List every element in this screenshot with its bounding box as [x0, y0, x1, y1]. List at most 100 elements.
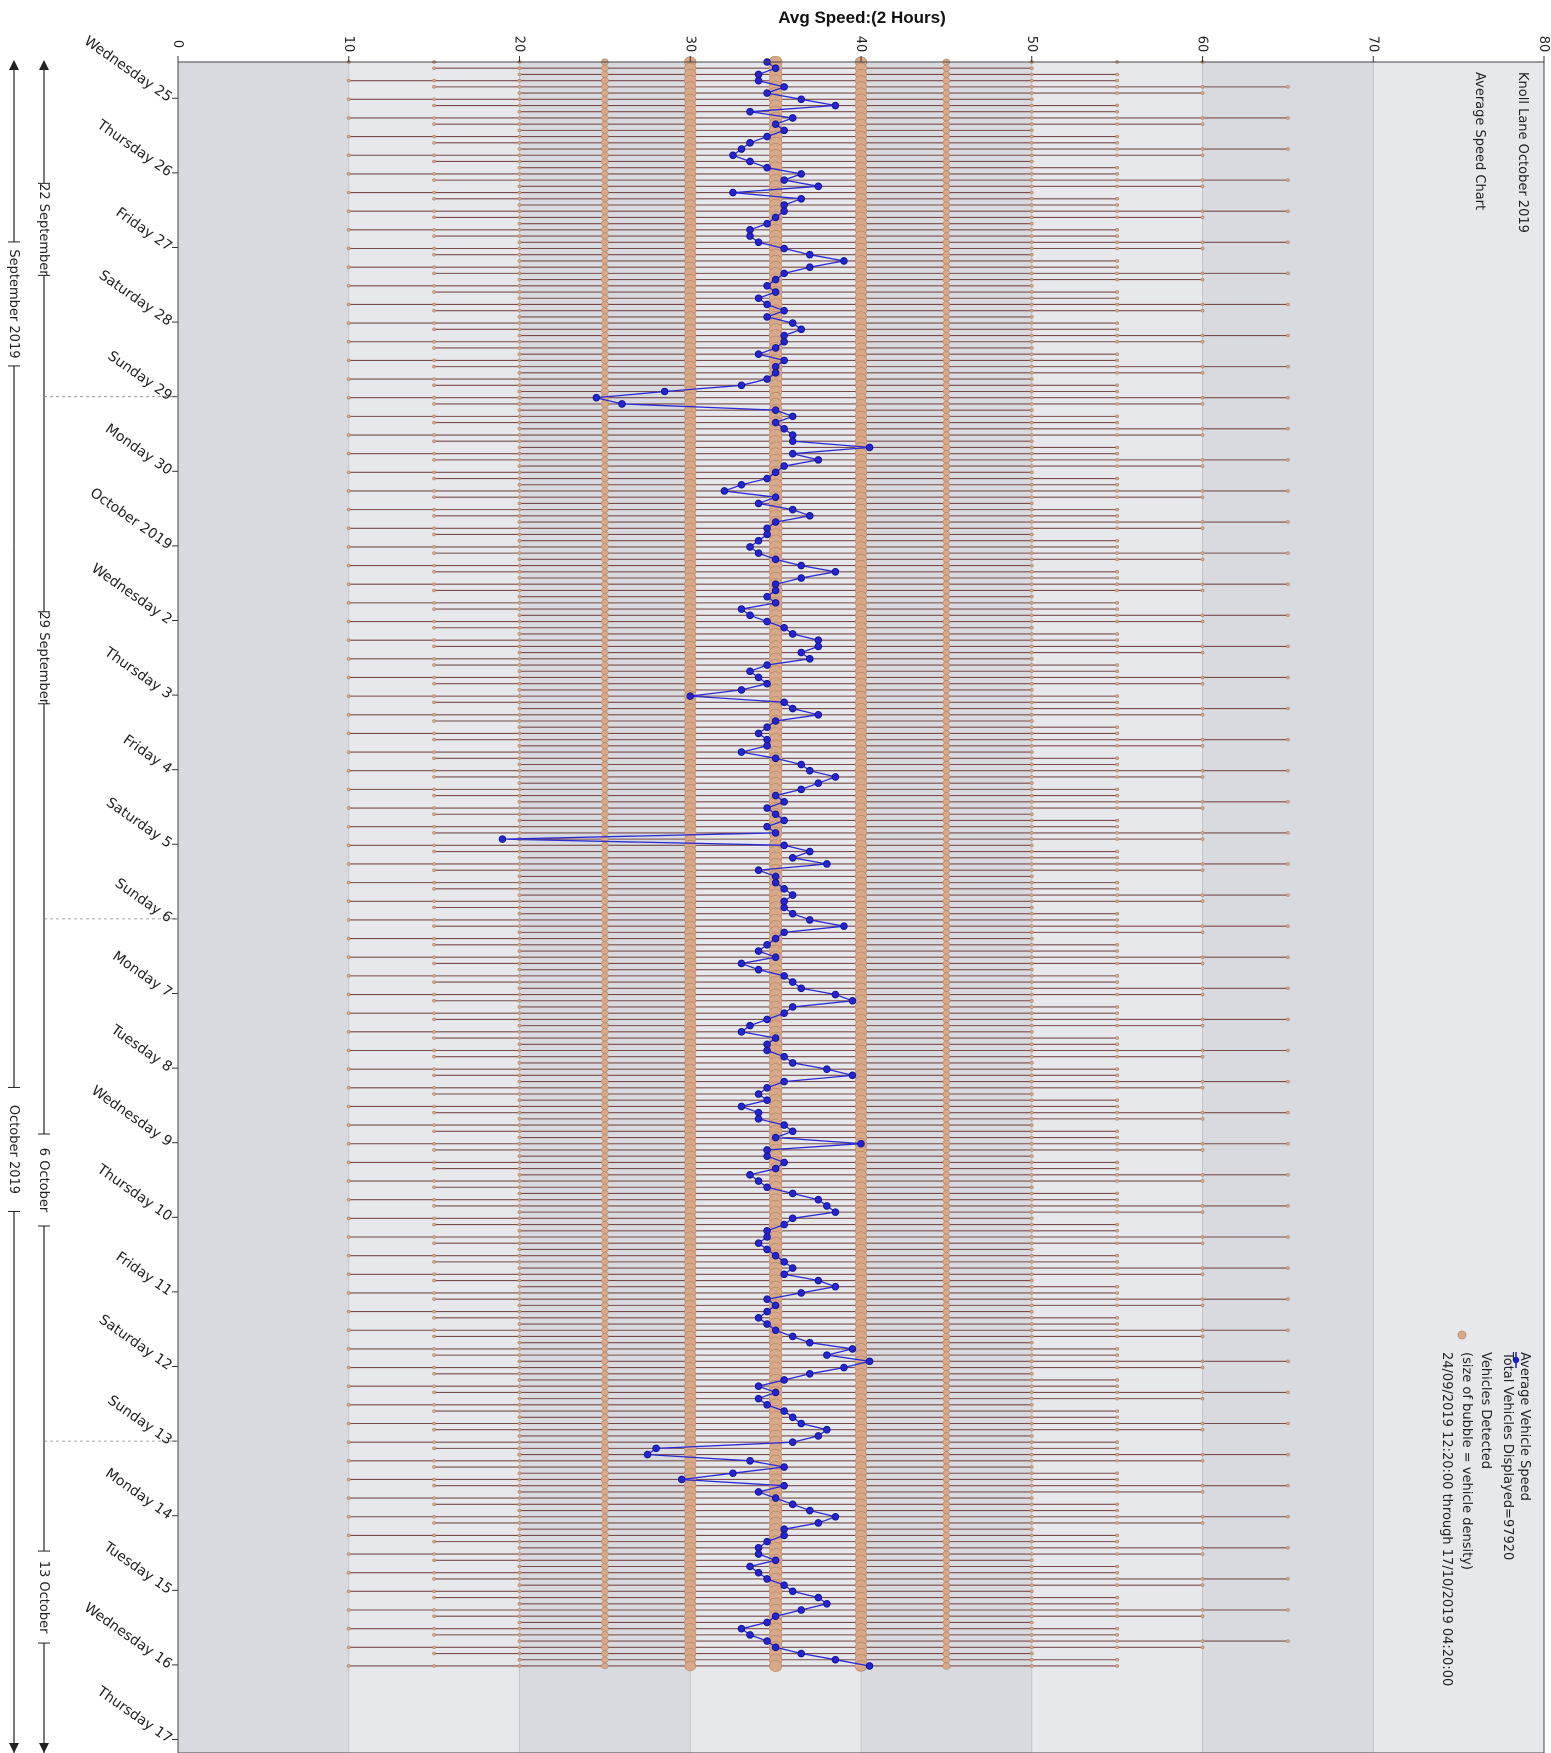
vehicle-bubble	[600, 139, 609, 147]
vehicle-bubble	[942, 1507, 951, 1515]
vehicle-bubble	[601, 1513, 609, 1521]
vehicle-bubble	[517, 520, 522, 524]
vehicle-bubble	[346, 1645, 351, 1650]
vehicle-bubble	[1200, 582, 1205, 586]
plot-band	[1202, 62, 1374, 1753]
vehicle-bubble	[517, 1614, 522, 1618]
vehicle-bubble	[346, 246, 351, 251]
vehicle-bubble	[601, 506, 609, 514]
vehicle-bubble	[517, 1658, 522, 1662]
vehicle-bubble	[942, 1513, 951, 1521]
vehicle-bubble	[1200, 364, 1205, 369]
vehicle-bubble	[942, 251, 951, 259]
vehicle-bubble	[1029, 1372, 1034, 1376]
vehicle-bubble	[601, 325, 609, 333]
vehicle-bubble	[517, 1626, 522, 1631]
vehicle-bubble	[1115, 1235, 1120, 1239]
day-label: Friday 11	[113, 1249, 175, 1299]
vehicle-bubble	[942, 512, 951, 520]
vehicle-bubble	[346, 1086, 351, 1090]
vehicle-bubble	[601, 643, 609, 650]
speed-point	[780, 698, 788, 707]
week-label: 22 September	[36, 183, 51, 276]
vehicle-bubble	[1285, 302, 1290, 307]
vehicle-bubble	[1029, 1390, 1034, 1395]
day-label: Thursday 3	[101, 644, 175, 703]
vehicle-bubble	[517, 246, 522, 251]
vehicle-bubble	[601, 195, 609, 203]
vehicle-bubble	[601, 1420, 609, 1427]
vehicle-bubble	[1029, 1434, 1034, 1438]
vehicle-bubble	[1115, 1173, 1120, 1177]
vehicle-bubble	[600, 226, 609, 234]
vehicle-bubble	[1029, 1340, 1034, 1345]
vehicle-bubble	[942, 238, 951, 246]
vehicle-bubble	[517, 1104, 522, 1109]
vehicle-bubble	[942, 71, 951, 78]
speed-point	[771, 518, 780, 526]
vehicle-bubble	[942, 388, 950, 395]
vehicle-bubble	[601, 897, 609, 905]
vehicle-bubble	[942, 475, 951, 482]
vehicle-bubble	[1029, 936, 1034, 941]
vehicle-bubble	[432, 433, 437, 437]
speed-point	[763, 1575, 771, 1583]
vehicle-bubble	[517, 489, 522, 493]
vehicle-bubble	[600, 1171, 609, 1179]
vehicle-bubble	[1029, 1092, 1034, 1096]
vehicle-bubble	[1115, 768, 1120, 773]
vehicle-bubble	[942, 1600, 951, 1608]
vehicle-bubble	[517, 1117, 522, 1121]
speed-point	[592, 393, 601, 402]
vehicle-bubble	[1029, 1427, 1034, 1432]
vehicle-bubble	[942, 437, 951, 445]
vehicle-bubble	[1029, 607, 1034, 611]
vehicle-bubble	[942, 201, 951, 209]
vehicle-bubble	[432, 1614, 437, 1618]
vehicle-bubble	[1115, 451, 1120, 456]
vehicle-bubble	[1115, 1322, 1120, 1326]
vehicle-bubble	[1029, 557, 1034, 562]
vehicle-bubble	[1029, 1117, 1034, 1121]
vehicle-bubble	[1115, 1023, 1120, 1028]
day-label: Saturday 12	[96, 1312, 175, 1374]
speed-point	[805, 916, 814, 924]
speed-point	[754, 1177, 763, 1185]
vehicle-bubble	[1115, 1577, 1120, 1581]
vehicle-bubble	[942, 910, 951, 918]
vehicle-bubble	[1029, 1148, 1034, 1152]
vehicle-bubble	[1029, 1179, 1034, 1183]
vehicle-bubble	[517, 1241, 522, 1245]
vehicle-bubble	[1115, 700, 1120, 705]
vehicle-bubble	[346, 1253, 351, 1258]
vehicle-bubble	[942, 301, 951, 308]
vehicle-bubble	[432, 153, 437, 157]
vehicle-bubble	[601, 183, 609, 190]
vehicle-bubble	[600, 400, 610, 408]
vehicle-bubble	[1200, 650, 1205, 655]
vehicle-bubble	[1029, 1197, 1034, 1202]
vehicle-bubble	[1029, 1291, 1034, 1295]
vehicle-bubble	[601, 531, 609, 538]
vehicle-bubble	[517, 663, 522, 667]
speed-point	[763, 1233, 771, 1241]
vehicle-bubble	[346, 1421, 351, 1426]
vehicle-bubble	[432, 775, 437, 779]
vehicle-bubble	[942, 1339, 951, 1347]
speed-point	[754, 350, 763, 358]
speed-point	[780, 424, 788, 433]
vehicle-bubble	[1029, 271, 1034, 276]
vehicle-bubble	[517, 259, 522, 263]
vehicle-bubble	[432, 1409, 437, 1413]
speed-point	[840, 922, 848, 930]
vehicle-bubble	[601, 133, 609, 141]
vehicle-bubble	[1115, 1098, 1120, 1102]
vehicle-bubble	[601, 1034, 609, 1042]
vehicle-bubble	[1029, 719, 1034, 723]
speed-point	[754, 965, 763, 974]
vehicle-bubble	[601, 164, 609, 172]
speed-point	[780, 331, 788, 340]
vehicle-bubble	[346, 172, 351, 176]
vehicle-bubble	[1029, 1471, 1034, 1475]
